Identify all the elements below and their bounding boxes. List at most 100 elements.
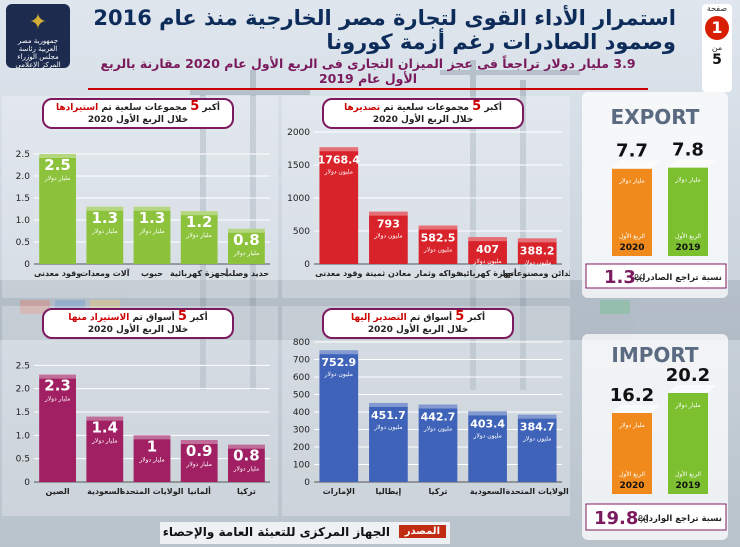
bar-highlight [468, 411, 507, 416]
bar [227, 228, 265, 264]
y-tick-label: 2000 [287, 128, 310, 138]
y-tick-label: 0.5 [16, 455, 30, 465]
bar-highlight [319, 350, 359, 355]
bar [369, 211, 408, 264]
bar-highlight [39, 374, 77, 379]
total-bar [612, 413, 652, 494]
total-value-label: 7.7 [616, 141, 648, 162]
bar-highlight [517, 414, 557, 419]
imports-markets-panel: أكبر 5 أسواق تم الاستيراد منها خلال الرب… [2, 306, 278, 516]
period-label: الربع الأول [619, 232, 645, 240]
bar-value-label: 451.7 [371, 409, 406, 422]
y-tick-label: 1.5 [16, 408, 30, 418]
import-decline-box [585, 503, 727, 531]
category-label: الإمارات [323, 487, 355, 496]
bar [418, 404, 458, 482]
category-label: السعودية [87, 487, 123, 496]
bar-value-label: 1.3 [139, 209, 166, 227]
bar-value-label: 0.8 [233, 447, 260, 465]
y-tick-label: 0.5 [16, 238, 30, 248]
y-tick-label: 400 [293, 408, 310, 418]
total-unit-label: مليار دولار [618, 422, 645, 429]
category-label: آلات ومعدات [80, 268, 130, 278]
total-unit-label: مليار دولار [674, 177, 701, 184]
title-highlight: استيرادها [55, 103, 99, 113]
y-tick-label: 0 [304, 260, 310, 270]
bar-highlight [227, 228, 265, 233]
total-value-label: 20.2 [666, 365, 710, 386]
bar [517, 414, 557, 482]
title-word: أكبر [467, 313, 486, 323]
title-number: 5 [472, 99, 482, 114]
bar-unit-label: مليون دولار [324, 371, 353, 378]
bar-unit-label: مليون دولار [373, 233, 402, 240]
year-label: 2020 [619, 481, 644, 491]
y-tick-label: 200 [293, 443, 310, 453]
category-label: الولايات المتحدة [506, 487, 569, 496]
y-tick-label: 600 [293, 373, 310, 383]
category-label: معادن ثمينة [365, 269, 411, 278]
title-period: خلال الربع الأول 2020 [372, 115, 474, 125]
eagle-icon: ✦ [28, 10, 48, 35]
summary-column: EXPORT IMPORT 7.7 مليار دولار الربع الأول 2… [576, 84, 736, 542]
bar-value-label: 582.5 [421, 232, 456, 245]
year-label: 2019 [675, 243, 700, 253]
bar-highlight [227, 444, 265, 449]
category-label: حديد وصلب [224, 269, 269, 278]
bar-value-label: 403.4 [470, 417, 505, 430]
total-unit-label: مليار دولار [618, 178, 645, 185]
title-number: 5 [190, 99, 200, 114]
bar-highlight [418, 404, 458, 409]
category-label: الصين [46, 487, 70, 496]
bar [133, 435, 171, 482]
title-highlight: تصديرها [344, 103, 381, 113]
bar-value-label: 407 [476, 243, 499, 256]
category-label: تركيا [237, 487, 256, 496]
bar-highlight [319, 147, 359, 152]
exports-markets-panel: أكبر 5 أسواق تم التصدير إليها خلال الربع… [282, 306, 570, 516]
y-tick-label: 100 [293, 461, 310, 471]
category-label: الولايات المتحدة [120, 487, 183, 496]
bar [319, 147, 359, 264]
bar-unit-label: مليون دولار [423, 426, 452, 433]
total-bar-top [668, 385, 716, 393]
import-decline-label: نسبة تراجع الواردات [637, 514, 722, 524]
title-period: خلال الربع الأول 2020 [87, 115, 189, 125]
export-decline-box [585, 263, 727, 289]
bar [180, 440, 218, 482]
title-period: خلال الربع الأول 2020 [87, 325, 189, 335]
category-label: أجهزة كهربائية [458, 268, 517, 278]
title-word: أكبر [202, 103, 221, 113]
bar-unit-label: مليار دولار [44, 396, 71, 403]
bar-highlight [369, 402, 408, 407]
bar-unit-label: مليار دولار [138, 456, 165, 463]
bar-highlight [39, 154, 77, 158]
bar-unit-label: مليون دولار [373, 424, 402, 431]
bar-highlight [517, 238, 557, 243]
year-label: 2020 [619, 243, 644, 253]
imports-markets-title: أكبر 5 أسواق تم الاستيراد منها خلال الرب… [42, 308, 234, 339]
page-title: استمرار الأداء القوى لتجارة مصر الخارجية… [93, 6, 676, 54]
category-label: تركيا [429, 487, 448, 496]
y-tick-label: 0 [24, 260, 30, 270]
imports-goods-title: أكبر 5 مجموعات سلعية تم استيرادها خلال ا… [42, 98, 234, 129]
total-unit-label: مليار دولار [674, 402, 701, 409]
category-label: إيطاليا [375, 487, 401, 496]
bar-value-label: 0.8 [233, 231, 260, 249]
y-tick-label: 0 [304, 478, 310, 488]
bar [418, 225, 458, 264]
category-label: وقود معدنى [315, 269, 362, 278]
bar-highlight [418, 225, 458, 230]
percent-sign: % [634, 272, 644, 285]
category-label: لدائن ومصنوعاتها [503, 269, 570, 278]
bar [39, 374, 77, 482]
title-mid: أسواق تم [132, 313, 175, 323]
y-tick-label: 2.5 [16, 150, 30, 160]
bar-unit-label: مليار دولار [138, 228, 165, 235]
bar-unit-label: مليون دولار [472, 432, 501, 439]
period-label: الربع الأول [675, 470, 701, 478]
page-label: صفحة [706, 4, 728, 13]
total-bar [612, 168, 652, 256]
import-decline-value: 19.8 [594, 508, 638, 529]
